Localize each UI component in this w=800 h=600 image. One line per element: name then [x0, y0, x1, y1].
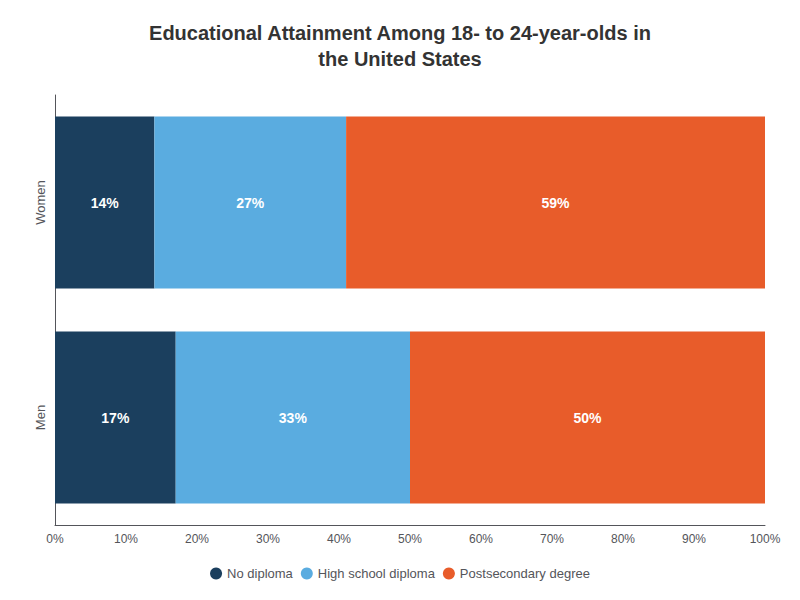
svg-text:27%: 27% [236, 195, 265, 211]
svg-text:80%: 80% [611, 532, 635, 546]
svg-text:60%: 60% [469, 532, 493, 546]
svg-text:40%: 40% [327, 532, 351, 546]
svg-text:50%: 50% [398, 532, 422, 546]
svg-text:Postsecondary degree: Postsecondary degree [460, 566, 590, 581]
svg-text:Educational Attainment Among 1: Educational Attainment Among 18- to 24-y… [149, 22, 651, 44]
svg-text:70%: 70% [540, 532, 564, 546]
svg-text:14%: 14% [91, 195, 120, 211]
svg-text:20%: 20% [185, 532, 209, 546]
svg-text:59%: 59% [542, 195, 571, 211]
svg-text:30%: 30% [256, 532, 280, 546]
svg-text:17%: 17% [101, 410, 130, 426]
svg-text:33%: 33% [279, 410, 308, 426]
svg-text:No diploma: No diploma [227, 566, 294, 581]
svg-text:0%: 0% [46, 532, 64, 546]
svg-text:50%: 50% [573, 410, 602, 426]
svg-text:100%: 100% [750, 532, 781, 546]
svg-text:Women: Women [33, 180, 48, 225]
svg-text:High school diploma: High school diploma [318, 566, 436, 581]
svg-text:the United States: the United States [318, 48, 481, 70]
svg-text:Men: Men [33, 405, 48, 430]
svg-text:90%: 90% [682, 532, 706, 546]
svg-text:10%: 10% [114, 532, 138, 546]
